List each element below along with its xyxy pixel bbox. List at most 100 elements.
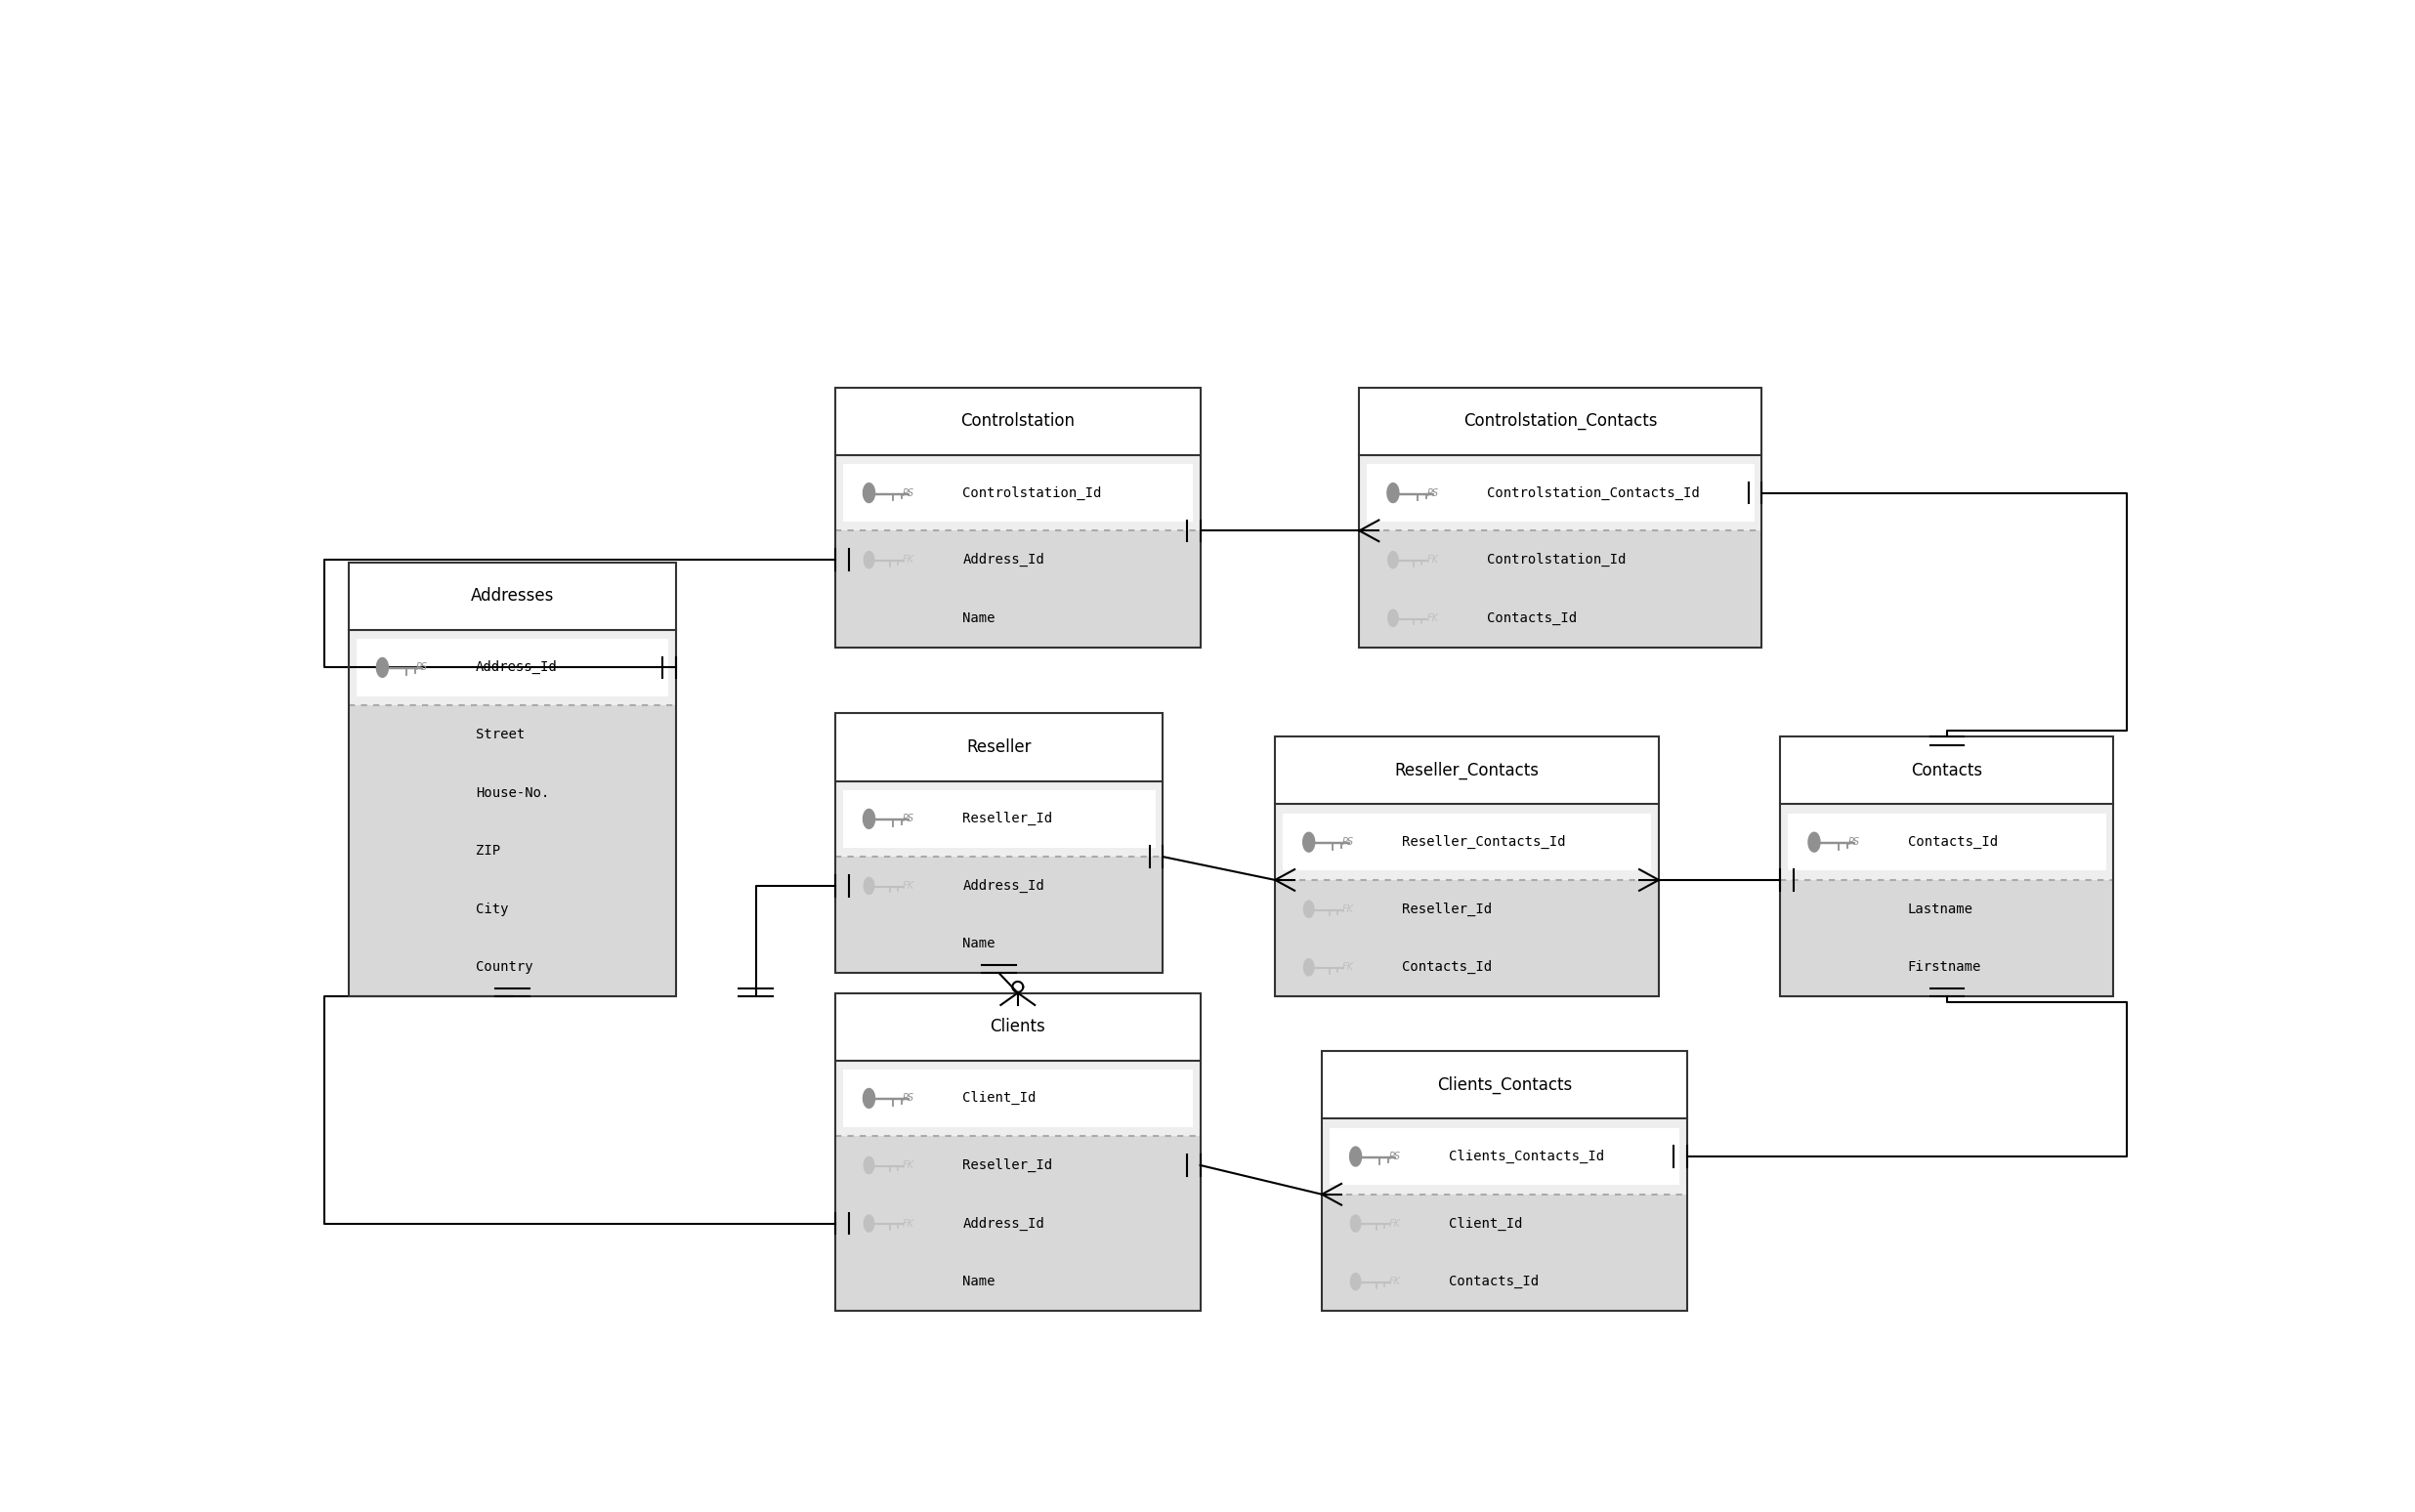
Bar xyxy=(1780,880,2113,996)
Text: Reseller: Reseller xyxy=(966,738,1031,756)
Bar xyxy=(836,387,1200,647)
Bar xyxy=(1780,736,2113,804)
Text: ZIP: ZIP xyxy=(476,844,500,857)
Bar xyxy=(1787,813,2106,871)
Polygon shape xyxy=(1386,484,1398,502)
Text: Reseller_Id: Reseller_Id xyxy=(964,1158,1053,1172)
Text: Client_Id: Client_Id xyxy=(1449,1217,1524,1231)
Polygon shape xyxy=(865,552,874,569)
Polygon shape xyxy=(1389,552,1398,569)
Text: FK: FK xyxy=(903,1160,915,1170)
Text: Reseller_Id: Reseller_Id xyxy=(1403,903,1492,916)
Bar xyxy=(836,857,1164,974)
Text: FK: FK xyxy=(1343,963,1355,972)
Text: House-No.: House-No. xyxy=(476,786,551,800)
Bar xyxy=(1780,804,2113,880)
Bar xyxy=(843,1070,1193,1126)
Text: PS: PS xyxy=(1389,1152,1401,1161)
Text: Reseller_Contacts: Reseller_Contacts xyxy=(1396,762,1538,780)
Text: Contacts_Id: Contacts_Id xyxy=(1403,960,1492,974)
Text: Name: Name xyxy=(964,611,995,624)
Text: Controlstation_Id: Controlstation_Id xyxy=(1488,553,1625,567)
Text: FK: FK xyxy=(903,1219,915,1228)
Text: PS: PS xyxy=(1427,488,1439,497)
Polygon shape xyxy=(1809,833,1821,851)
Polygon shape xyxy=(1304,901,1314,918)
Text: PS: PS xyxy=(1343,838,1355,847)
Text: Lastname: Lastname xyxy=(1908,903,1973,916)
Bar xyxy=(355,640,669,696)
Polygon shape xyxy=(377,658,389,677)
Text: Name: Name xyxy=(964,937,995,951)
Text: Clients_Contacts: Clients_Contacts xyxy=(1437,1077,1572,1093)
Bar xyxy=(1367,464,1753,522)
Bar xyxy=(1321,1119,1686,1194)
Bar xyxy=(843,464,1193,522)
Bar xyxy=(348,562,676,996)
Text: Address_Id: Address_Id xyxy=(964,878,1043,892)
Bar xyxy=(1360,531,1761,647)
Text: Contacts_Id: Contacts_Id xyxy=(1449,1275,1538,1288)
Bar xyxy=(1275,736,1659,804)
Text: FK: FK xyxy=(1427,555,1439,564)
Text: Controlstation_Contacts_Id: Controlstation_Contacts_Id xyxy=(1488,485,1700,500)
Text: Clients_Contacts_Id: Clients_Contacts_Id xyxy=(1449,1149,1604,1163)
Bar xyxy=(1275,736,1659,996)
Bar xyxy=(1321,1051,1686,1311)
Bar xyxy=(836,782,1164,857)
Bar xyxy=(1275,880,1659,996)
Text: Contacts_Id: Contacts_Id xyxy=(1488,611,1577,624)
Text: Address_Id: Address_Id xyxy=(476,661,558,674)
Text: Street: Street xyxy=(476,727,524,741)
Polygon shape xyxy=(865,877,874,894)
Polygon shape xyxy=(865,1216,874,1232)
Text: Reseller_Id: Reseller_Id xyxy=(964,812,1053,826)
Text: Client_Id: Client_Id xyxy=(964,1092,1036,1105)
Text: Controlstation: Controlstation xyxy=(961,413,1075,429)
Bar xyxy=(836,993,1200,1060)
Polygon shape xyxy=(1304,833,1314,851)
Polygon shape xyxy=(1389,609,1398,626)
Text: Controlstation_Id: Controlstation_Id xyxy=(964,485,1101,500)
Text: Addresses: Addresses xyxy=(471,587,553,605)
Bar xyxy=(836,387,1200,455)
Text: City: City xyxy=(476,903,510,916)
Polygon shape xyxy=(862,809,874,829)
Bar xyxy=(836,1060,1200,1136)
Polygon shape xyxy=(865,1157,874,1173)
Text: PS: PS xyxy=(903,813,915,824)
Bar xyxy=(1321,1051,1686,1119)
Bar xyxy=(1360,455,1761,531)
Bar xyxy=(836,714,1164,782)
Bar xyxy=(348,629,676,705)
Text: Address_Id: Address_Id xyxy=(964,553,1043,567)
Text: FK: FK xyxy=(1427,614,1439,623)
Text: PS: PS xyxy=(1847,838,1860,847)
Text: Controlstation_Contacts: Controlstation_Contacts xyxy=(1463,413,1657,431)
Text: Country: Country xyxy=(476,960,534,974)
Polygon shape xyxy=(1350,1146,1362,1166)
Bar xyxy=(836,455,1200,531)
Text: FK: FK xyxy=(1389,1276,1401,1287)
Bar xyxy=(836,531,1200,647)
Bar xyxy=(1321,1194,1686,1311)
Text: FK: FK xyxy=(903,555,915,564)
Text: PS: PS xyxy=(903,488,915,497)
Text: Clients: Clients xyxy=(990,1018,1046,1036)
Text: Name: Name xyxy=(964,1275,995,1288)
Bar xyxy=(1360,387,1761,647)
Text: FK: FK xyxy=(1343,904,1355,913)
Polygon shape xyxy=(1350,1216,1360,1232)
Text: Contacts_Id: Contacts_Id xyxy=(1908,835,1997,850)
Bar xyxy=(1282,813,1652,871)
Text: Address_Id: Address_Id xyxy=(964,1217,1043,1231)
Text: PS: PS xyxy=(903,1093,915,1104)
Bar xyxy=(348,562,676,629)
Bar xyxy=(1328,1128,1678,1185)
Text: Firstname: Firstname xyxy=(1908,960,1980,974)
Bar xyxy=(836,993,1200,1311)
Bar xyxy=(836,1136,1200,1311)
Polygon shape xyxy=(1304,959,1314,975)
Text: FK: FK xyxy=(1389,1219,1401,1228)
Bar xyxy=(1360,387,1761,455)
